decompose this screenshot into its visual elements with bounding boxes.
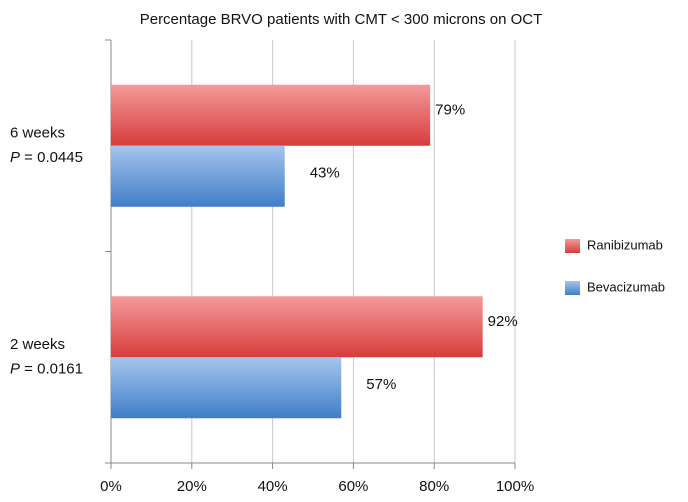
x-tick-label: 40%	[258, 478, 288, 495]
legend-swatch	[565, 281, 580, 295]
value-label: 57%	[366, 376, 396, 393]
p-symbol: P	[10, 149, 20, 166]
x-tick-label: 60%	[338, 478, 368, 495]
x-tick-label: 0%	[100, 478, 122, 495]
x-tick-label: 100%	[496, 478, 534, 495]
p-label: P = 0.0445	[10, 149, 83, 166]
value-label: 43%	[310, 165, 340, 182]
bar	[111, 84, 431, 146]
value-label: 92%	[488, 313, 518, 330]
bar	[111, 145, 285, 207]
p-label: P = 0.0161	[10, 360, 83, 377]
p-value: = 0.0445	[20, 149, 83, 166]
y-tick-label: 6 weeks	[10, 125, 65, 142]
y-tick-label: 2 weeks	[10, 336, 65, 353]
legend-label: Bevacizumab	[587, 279, 665, 294]
x-tick-label: 20%	[177, 478, 207, 495]
p-symbol: P	[10, 360, 20, 377]
legend-swatch	[565, 239, 580, 253]
x-tick-label: 80%	[419, 478, 449, 495]
chart-title: Percentage BRVO patients with CMT < 300 …	[140, 11, 543, 28]
legend-label: Ranibizumab	[587, 237, 663, 252]
p-value: = 0.0161	[20, 360, 83, 377]
bar	[111, 357, 342, 419]
bar	[111, 296, 483, 358]
value-label: 79%	[435, 102, 465, 119]
